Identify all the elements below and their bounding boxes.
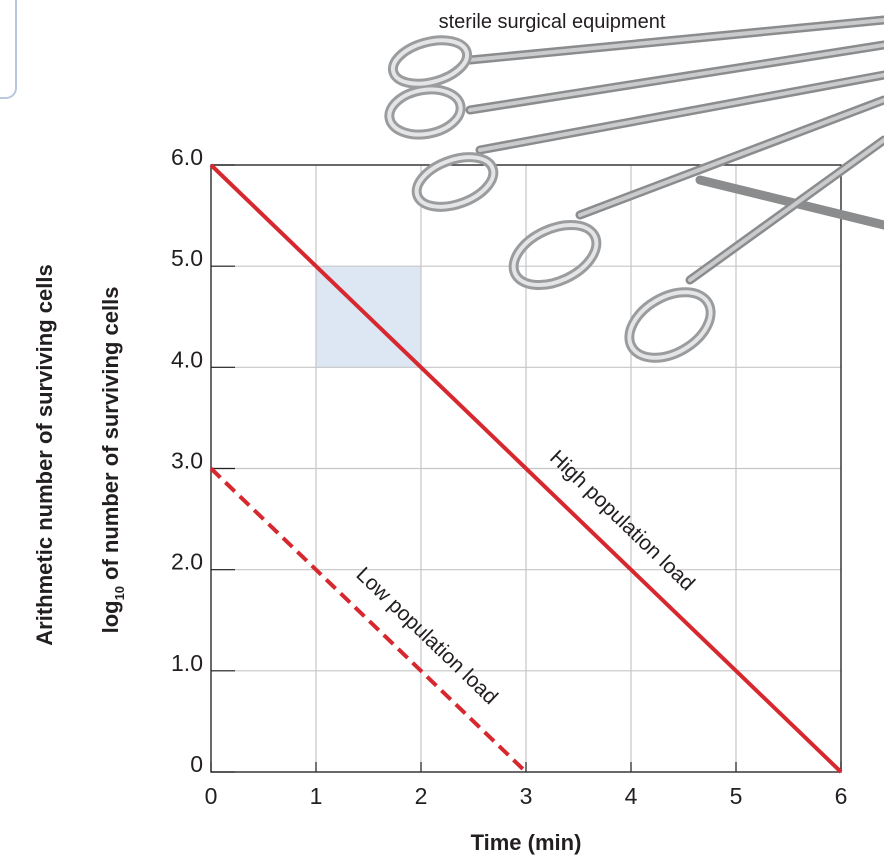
data-line [209,163,843,774]
y-tick-label: 4.0 [171,346,203,372]
y-tick-label: 1.0 [171,650,203,676]
data-line [209,467,528,774]
y-tick-label: 0 [190,751,203,777]
x-tick-label: 1 [310,783,323,809]
series-label: Low population load [352,563,502,709]
x-axis-label: Time (min) [471,830,582,855]
forceps-illustration [384,15,884,363]
y-axis-label-part: of number of surviving cells [98,287,123,580]
ui-frame [0,0,17,99]
y-tick-label: 6.0 [171,144,203,170]
y-axis-label-subscript: 10 [112,586,127,600]
x-tick-label: 2 [415,783,428,809]
x-tick-label: 5 [730,783,743,809]
x-tick-label: 4 [625,783,638,809]
annotation: sterile surgical equipment [439,11,666,33]
y-tick-label: 3.0 [171,448,203,474]
x-tick-label: 6 [835,783,848,809]
y-axis-label: Arithmetic number of surviving cells [32,264,57,645]
y-axis-label: log10 of number of surviving cells [98,287,127,634]
x-tick-label: 3 [520,783,533,809]
y-axis-label-part: log [98,600,123,633]
x-tick-label: 0 [205,783,218,809]
y-tick-label: 5.0 [171,245,203,271]
y-tick-label: 2.0 [171,549,203,575]
